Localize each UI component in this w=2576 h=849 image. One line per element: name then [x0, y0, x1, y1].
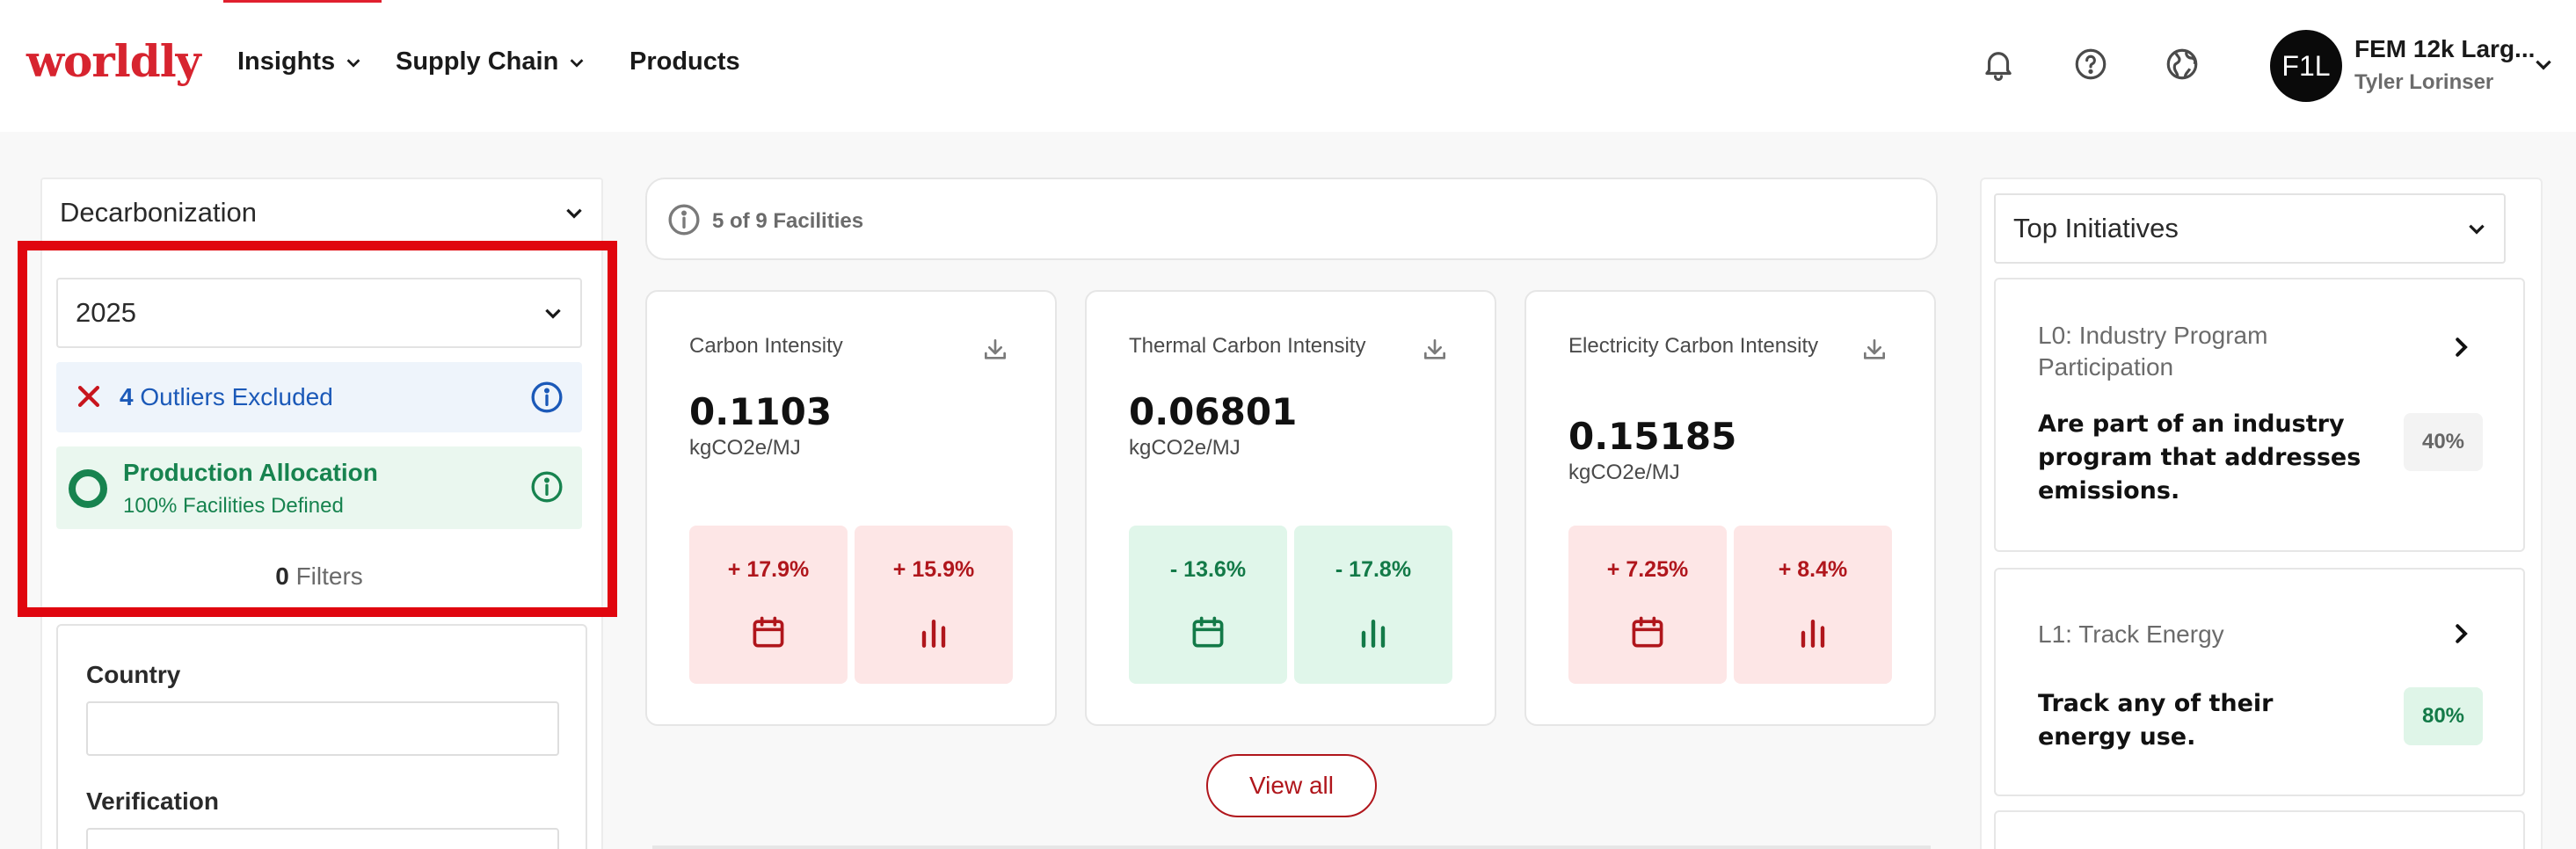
initiative-percent-badge: 40% — [2404, 413, 2483, 471]
initiative-description: Are part of an industry program that add… — [2038, 410, 2361, 504]
country-label: Country — [86, 661, 181, 688]
filter-fields-card: Country Verification — [56, 624, 587, 849]
facilities-count-text: 5 of 9 Facilities — [712, 209, 864, 233]
country-input[interactable] — [86, 701, 559, 756]
year-select[interactable]: 2025 — [56, 278, 582, 348]
metric-title: Thermal Carbon Intensity — [1129, 334, 1366, 358]
filters-count-number: 0 — [275, 562, 289, 590]
worldly-logo[interactable]: worldly — [26, 35, 201, 87]
highlight-annotation-box — [18, 241, 617, 617]
chevron-down-icon[interactable] — [2532, 53, 2555, 76]
filters-count-label: Filters — [295, 562, 363, 590]
bar-chart-icon — [1361, 619, 1386, 648]
bar-chart-icon — [921, 619, 946, 648]
metric-value: 0.1103 — [689, 390, 833, 433]
yoy-change-tile[interactable]: + 17.9% — [689, 526, 848, 684]
nav-supply-chain-label: Supply Chain — [396, 47, 559, 76]
download-icon[interactable] — [981, 336, 1009, 364]
benchmark-change-tile[interactable]: + 8.4% — [1734, 526, 1892, 684]
metric-unit: kgCO2e/MJ — [1129, 436, 1241, 460]
nav-active-indicator — [223, 0, 382, 3]
nav-insights-label: Insights — [237, 47, 336, 76]
chevron-down-icon — [566, 208, 582, 219]
change-percent: + 7.25% — [1606, 557, 1689, 582]
section-divider — [652, 845, 1931, 849]
outliers-text: 4 Outliers Excluded — [120, 383, 333, 411]
metric-unit: kgCO2e/MJ — [689, 436, 801, 460]
initiative-title: L1: Track Energy — [2038, 620, 2224, 648]
initiatives-select[interactable]: Top Initiatives — [1994, 193, 2506, 264]
outliers-excluded-row[interactable]: 4 Outliers Excluded — [56, 362, 582, 432]
verification-label: Verification — [86, 787, 219, 815]
info-icon[interactable] — [529, 380, 564, 415]
nav-insights[interactable]: Insights — [237, 47, 363, 76]
top-header: worldly Insights Supply Chain Products F… — [0, 0, 2576, 132]
view-select[interactable]: Decarbonization — [40, 178, 603, 248]
calendar-icon — [753, 616, 784, 648]
initiative-card[interactable] — [1994, 810, 2525, 849]
metric-card-carbon-intensity: Carbon Intensity 0.1103 kgCO2e/MJ + 17.9… — [645, 290, 1057, 726]
year-select-value: 2025 — [76, 297, 136, 328]
help-icon[interactable] — [2072, 46, 2109, 83]
benchmark-change-tile[interactable]: + 15.9% — [855, 526, 1013, 684]
info-icon[interactable] — [666, 202, 702, 237]
globe-icon[interactable] — [2164, 46, 2201, 83]
avatar[interactable]: F1L — [2270, 30, 2342, 102]
bar-chart-icon — [1801, 619, 1825, 648]
initiative-percent-badge: 80% — [2404, 687, 2483, 745]
facilities-summary-bar: 5 of 9 Facilities — [645, 178, 1938, 260]
view-select-value: Decarbonization — [60, 197, 258, 228]
filters-count[interactable]: 0 Filters — [56, 562, 582, 591]
nav-products-label: Products — [629, 47, 740, 76]
change-percent: + 17.9% — [727, 557, 810, 582]
allocation-subtitle: 100% Facilities Defined — [123, 494, 344, 518]
org-name[interactable]: FEM 12k Larg... — [2354, 35, 2536, 62]
metric-title: Carbon Intensity — [689, 334, 843, 358]
calendar-icon — [1192, 616, 1224, 648]
metric-card-electricity-carbon-intensity: Electricity Carbon Intensity 0.15185 kgC… — [1524, 290, 1936, 726]
chevron-down-icon — [570, 58, 584, 68]
download-icon[interactable] — [1860, 336, 1888, 364]
chevron-down-icon — [545, 308, 561, 319]
initiative-title: L0: Industry Program Participation — [2038, 322, 2268, 381]
production-allocation-row[interactable]: Production Allocation 100% Facilities De… — [56, 446, 582, 529]
initiatives-select-value: Top Initiatives — [2013, 213, 2179, 243]
initiative-description: Track any of their energy use. — [2038, 690, 2274, 751]
change-percent: - 17.8% — [1335, 557, 1412, 582]
verification-input[interactable] — [86, 828, 559, 849]
chevron-right-icon[interactable] — [2448, 334, 2474, 360]
chevron-right-icon[interactable] — [2448, 620, 2474, 647]
metric-title: Electricity Carbon Intensity — [1568, 334, 1819, 358]
calendar-icon — [1632, 616, 1663, 648]
change-percent: + 8.4% — [1778, 557, 1848, 582]
avatar-initials: F1L — [2281, 49, 2331, 82]
initiative-card[interactable]: L1: Track Energy Track any of their ener… — [1994, 568, 2525, 796]
info-icon[interactable] — [529, 469, 564, 504]
metric-value: 0.06801 — [1129, 390, 1298, 433]
change-percent: - 13.6% — [1169, 557, 1247, 582]
yoy-change-tile[interactable]: - 13.6% — [1129, 526, 1287, 684]
initiative-card[interactable]: L0: Industry Program Participation Are p… — [1994, 278, 2525, 552]
view-all-button[interactable]: View all — [1206, 754, 1377, 817]
download-icon[interactable] — [1421, 336, 1449, 364]
chevron-down-icon — [346, 58, 360, 68]
nav-products[interactable]: Products — [629, 47, 740, 76]
metric-unit: kgCO2e/MJ — [1568, 461, 1680, 484]
user-name: Tyler Lorinser — [2354, 70, 2494, 94]
benchmark-change-tile[interactable]: - 17.8% — [1294, 526, 1452, 684]
metric-card-thermal-carbon-intensity: Thermal Carbon Intensity 0.06801 kgCO2e/… — [1085, 290, 1496, 726]
chevron-down-icon — [2469, 224, 2485, 235]
yoy-change-tile[interactable]: + 7.25% — [1568, 526, 1727, 684]
bell-icon[interactable] — [1980, 46, 2017, 83]
close-icon — [77, 385, 100, 408]
outliers-count: 4 — [120, 383, 134, 410]
allocation-progress-ring-icon — [69, 469, 107, 508]
metric-value: 0.15185 — [1568, 415, 1737, 458]
allocation-title: Production Allocation — [123, 459, 378, 486]
outliers-label: Outliers Excluded — [140, 383, 333, 410]
nav-supply-chain[interactable]: Supply Chain — [396, 47, 586, 76]
change-percent: + 15.9% — [892, 557, 975, 582]
